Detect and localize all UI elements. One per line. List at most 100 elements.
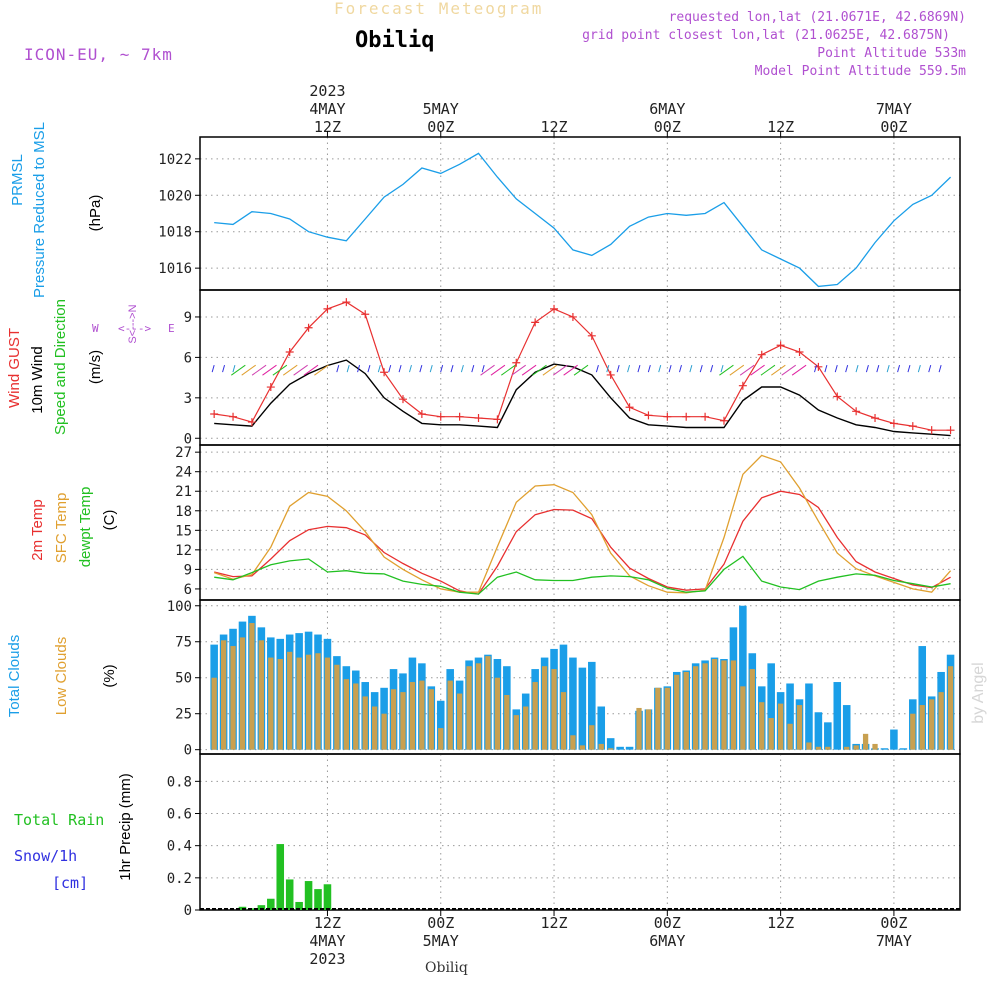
wind-direction-arrow [616,365,620,373]
total-cloud-bar [890,729,898,750]
y-tick-label: 100 [167,599,192,615]
gust-marker [871,414,880,423]
rain-bar [285,879,294,910]
wind-direction-arrow [938,365,942,373]
rain-bar [314,889,322,910]
total-cloud-bar [606,738,615,750]
y-tick-label: 9 [184,562,192,578]
low-cloud-bar [853,745,859,750]
low-cloud-bar [947,666,954,750]
wind-direction-arrow [336,365,340,373]
time-label-bottom: 4MAY [309,932,345,950]
gust-marker [417,410,426,418]
label-total-rain: Total Rain [14,811,104,829]
low-cloud-bar [324,657,331,750]
wind-direction-arrow [729,364,745,376]
time-label-top: 00Z [654,118,681,136]
ylabel-dewpt: dewpt Temp [77,487,94,568]
low-cloud-bar [929,699,935,750]
wind-direction-arrow [398,365,402,373]
wind-direction-arrow [699,365,703,373]
rain-bar [304,881,313,910]
compass-e: E [168,322,175,335]
y-tick-label: 0 [184,743,192,759]
gust-marker [285,348,294,356]
y-tick-label: 0.6 [167,807,192,823]
wind-direction-arrow [367,365,371,373]
point-altitude: Point Altitude 533m [817,46,966,61]
low-cloud-bar [579,745,586,750]
wind-direction-arrow [440,365,444,373]
wind-direction-arrow [928,365,932,373]
wind-direction-arrow [865,365,869,373]
wind-direction-arrow [679,365,682,373]
low-cloud-bar [674,674,680,750]
wind-direction-arrow [303,364,319,376]
low-cloud-bar [334,664,340,750]
gust-marker [946,426,955,435]
wind-direction-arrow [357,365,361,373]
total-cloud-bar [918,646,927,750]
ylabel-gust: Wind GUST [6,328,23,408]
wind-direction-arrow [511,364,527,376]
requested-coords: requested lon,lat (21.0671E, 42.6869N) [668,10,966,25]
low-cloud-bar [353,683,359,750]
low-cloud-bar [428,689,434,750]
gust-marker [304,323,313,332]
wind-direction-arrow [346,365,350,373]
low-cloud-bar [825,746,831,750]
wind-direction-arrow [222,365,226,373]
rain-bar [257,905,266,910]
time-label-bottom: 12Z [540,914,567,932]
low-cloud-bar [400,692,406,750]
y-tick-label: 12 [175,543,192,559]
time-label-top: 12Z [314,118,341,136]
low-cloud-bar [759,702,765,750]
wind-direction-arrow [658,365,662,373]
time-label-bottom: 12Z [314,914,341,932]
low-cloud-bar [343,679,349,750]
gust-marker [587,331,596,340]
gust-marker [568,312,577,321]
gust-marker [852,407,861,416]
wind-direction-arrow [429,365,433,373]
low-cloud-bar [862,733,869,750]
time-label-top: 7MAY [876,100,912,118]
y-tick-label: 27 [175,445,192,461]
time-label-top: 12Z [540,118,567,136]
wind-direction-arrow [791,364,807,376]
low-cloud-bar [683,671,689,750]
rain-bar [323,884,332,910]
wind-direction-arrow [781,364,797,376]
wind-direction-arrow [314,364,329,376]
low-cloud-bar [268,657,274,750]
low-cloud-bar [419,680,425,750]
low-cloud-bar [390,689,397,750]
wind-direction-arrow [668,365,672,373]
wind-direction-arrow [886,365,890,373]
wind-direction-arrow [573,364,589,376]
gust-marker [757,350,766,359]
temp-line-1 [213,454,952,594]
wind-direction-arrow [262,364,277,376]
low-cloud-bar [768,718,774,750]
ylabel-hpa: (hPa) [87,195,104,232]
low-cloud-bar [230,646,236,750]
wind-direction-arrow [710,365,714,373]
gust-marker [795,348,804,356]
total-cloud-bar [588,661,596,750]
wind-direction-arrow [542,364,558,376]
gust-marker [323,304,332,313]
total-cloud-bar [880,748,889,750]
ylabel-speed-dir: Speed and Direction [52,299,69,435]
low-cloud-bar [409,682,416,750]
wind-direction-arrow [480,364,495,376]
gust-marker [682,412,691,421]
gust-marker [908,422,917,431]
low-cloud-bar [504,694,510,750]
y-tick-label: 18 [175,504,192,520]
low-cloud-bar [211,677,217,750]
low-cloud-bar [560,692,567,750]
low-cloud-bar [815,746,822,750]
low-cloud-bar [570,735,576,750]
